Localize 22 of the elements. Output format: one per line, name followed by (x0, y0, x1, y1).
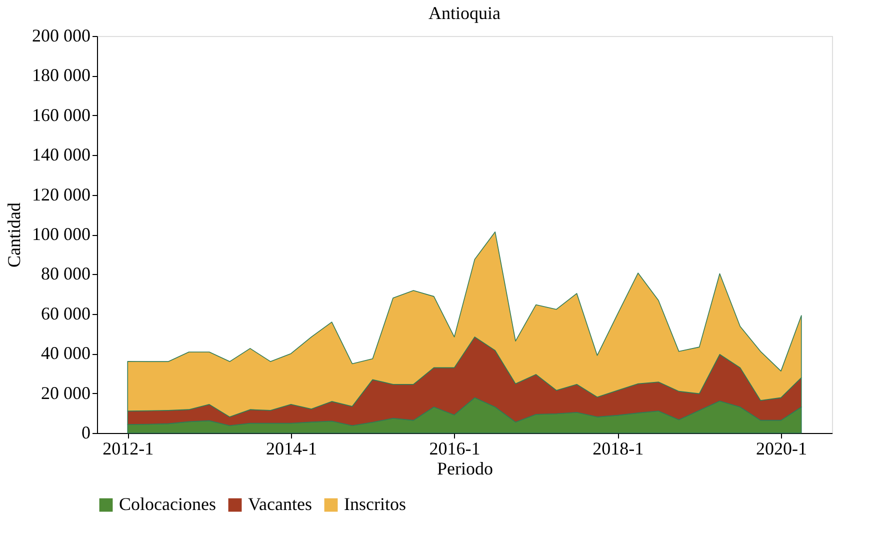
x-tick-label: 2020-1 (756, 438, 807, 458)
y-tick-label: 40 000 (41, 343, 90, 364)
y-tick-label: 60 000 (41, 303, 90, 324)
x-tick-label: 2018-1 (592, 438, 644, 458)
y-tick-label: 200 000 (32, 26, 90, 46)
chart-title: Antioquia (428, 3, 500, 23)
y-tick-label: 120 000 (32, 184, 90, 204)
x-tick-label: 2016-1 (429, 438, 480, 458)
y-tick-label: 80 000 (41, 264, 90, 284)
legend-label: Inscritos (344, 494, 406, 514)
y-tick-label: 140 000 (32, 144, 90, 165)
y-tick-label: 0 (82, 422, 90, 442)
y-tick-label: 180 000 (32, 65, 90, 86)
x-tick-label: 2014-1 (266, 438, 317, 458)
y-tick-label: 160 000 (32, 104, 90, 125)
y-tick-label: 100 000 (32, 224, 90, 244)
x-axis-title: Periodo (437, 458, 493, 478)
legend-label: Vacantes (248, 494, 312, 514)
legend-label: Colocaciones (119, 494, 216, 514)
y-tick-label: 20 000 (41, 382, 90, 403)
x-tick-label: 2012-1 (102, 438, 154, 458)
y-axis-title: Cantidad (4, 202, 24, 268)
